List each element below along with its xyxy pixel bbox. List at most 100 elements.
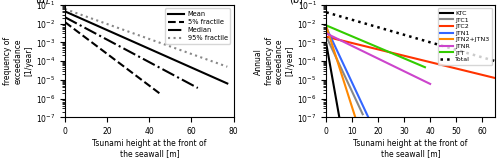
Total	[424, 40, 430, 42]
Median	[174, 76, 180, 78]
Total	[324, 11, 330, 13]
JTC2	[466, 71, 471, 73]
Line: JTN2+JTN3: JTN2+JTN3	[326, 27, 360, 132]
JTC1	[345, 82, 351, 84]
JTT	[422, 66, 428, 68]
Median	[62, 16, 68, 18]
JTC2	[324, 36, 330, 38]
Legend: KTC, JTC1, JTC2, JTN1, JTN2+JTN3, JTNR, JTT, Total: KTC, JTC1, JTC2, JTN1, JTN2+JTN3, JTNR, …	[438, 8, 492, 65]
JTC2	[424, 60, 430, 62]
95% fractile	[224, 66, 230, 68]
Median	[141, 58, 147, 60]
JTN2+JTN3	[344, 89, 349, 90]
KTC	[324, 44, 330, 46]
Mean	[224, 82, 230, 84]
95% fractile	[209, 60, 215, 62]
Line: JTT: JTT	[326, 25, 425, 67]
JTN1	[324, 27, 330, 29]
95% fractile	[199, 57, 205, 59]
JTN1	[367, 120, 373, 122]
JTC1	[360, 113, 366, 115]
JTC2	[426, 61, 432, 63]
Mean	[158, 53, 164, 55]
Mean	[158, 53, 164, 55]
Total	[476, 55, 482, 57]
5% fractile	[120, 64, 126, 66]
95% fractile	[162, 43, 168, 45]
Legend: Mean, 5% fractile, Median, 95% fractile: Mean, 5% fractile, Median, 95% fractile	[165, 8, 230, 44]
KTC	[342, 149, 348, 151]
95% fractile	[158, 42, 164, 44]
JTT	[412, 62, 418, 64]
Total	[466, 52, 471, 54]
5% fractile	[159, 94, 165, 96]
KTC	[344, 160, 350, 162]
JTC2	[476, 73, 482, 75]
JTC1	[324, 36, 330, 38]
Median	[140, 58, 146, 60]
JTN1	[355, 95, 361, 96]
JTT	[324, 25, 330, 27]
Mean	[62, 10, 68, 12]
Median	[195, 87, 201, 89]
Total	[492, 60, 498, 62]
JTT	[382, 49, 388, 51]
Line: JTN1: JTN1	[326, 28, 378, 139]
Mean	[62, 11, 68, 13]
Total	[426, 41, 432, 43]
Total	[324, 12, 330, 14]
JTT	[324, 24, 330, 26]
JTC2	[423, 60, 429, 62]
JTN2+JTN3	[357, 131, 363, 133]
Line: 5% fractile: 5% fractile	[65, 22, 162, 95]
95% fractile	[158, 42, 164, 44]
5% fractile	[122, 66, 128, 68]
Line: 95% fractile: 95% fractile	[65, 9, 228, 67]
JTN1	[376, 138, 382, 140]
JTT	[406, 60, 412, 62]
Text: (a): (a)	[34, 0, 48, 5]
JTC2	[492, 77, 498, 79]
5% fractile	[120, 65, 126, 67]
95% fractile	[62, 8, 68, 10]
JTNR	[427, 83, 433, 85]
JTN2+JTN3	[344, 90, 350, 92]
JTN1	[354, 92, 360, 94]
JTC1	[346, 83, 352, 85]
Y-axis label: Annual
frequency of
exceedance
[1/year]: Annual frequency of exceedance [1/year]	[0, 37, 33, 85]
JTN2+JTN3	[324, 26, 330, 28]
KTC	[336, 115, 342, 117]
Line: JTC2: JTC2	[326, 37, 495, 78]
Line: Mean: Mean	[65, 11, 228, 83]
5% fractile	[62, 21, 68, 23]
JTN2+JTN3	[354, 121, 360, 123]
Line: Total: Total	[326, 12, 495, 61]
Text: (b): (b)	[290, 0, 303, 5]
JTN2+JTN3	[324, 26, 330, 28]
Median	[182, 80, 188, 82]
5% fractile	[150, 87, 156, 89]
Total	[423, 40, 429, 42]
Line: JTNR: JTNR	[326, 33, 430, 84]
JTNR	[385, 62, 391, 64]
X-axis label: Tsunami height at the front of
the seawall [m]: Tsunami height at the front of the seawa…	[354, 139, 468, 158]
Mean	[162, 55, 168, 57]
KTC	[336, 113, 342, 115]
Mean	[209, 76, 215, 78]
KTC	[336, 113, 342, 115]
JTNR	[324, 33, 330, 35]
Line: Median: Median	[65, 17, 198, 88]
JTN1	[324, 27, 330, 29]
JTC1	[356, 106, 362, 108]
Median	[144, 59, 150, 61]
JTNR	[411, 75, 417, 77]
KTC	[341, 142, 347, 144]
JTT	[384, 50, 390, 52]
JTC1	[345, 82, 351, 84]
X-axis label: Tsunami height at the front of
the seawall [m]: Tsunami height at the front of the seawa…	[92, 139, 206, 158]
JTN2+JTN3	[352, 115, 358, 117]
JTC1	[324, 36, 330, 38]
JTN1	[370, 127, 376, 129]
JTNR	[324, 32, 330, 34]
JTN2+JTN3	[344, 88, 349, 90]
